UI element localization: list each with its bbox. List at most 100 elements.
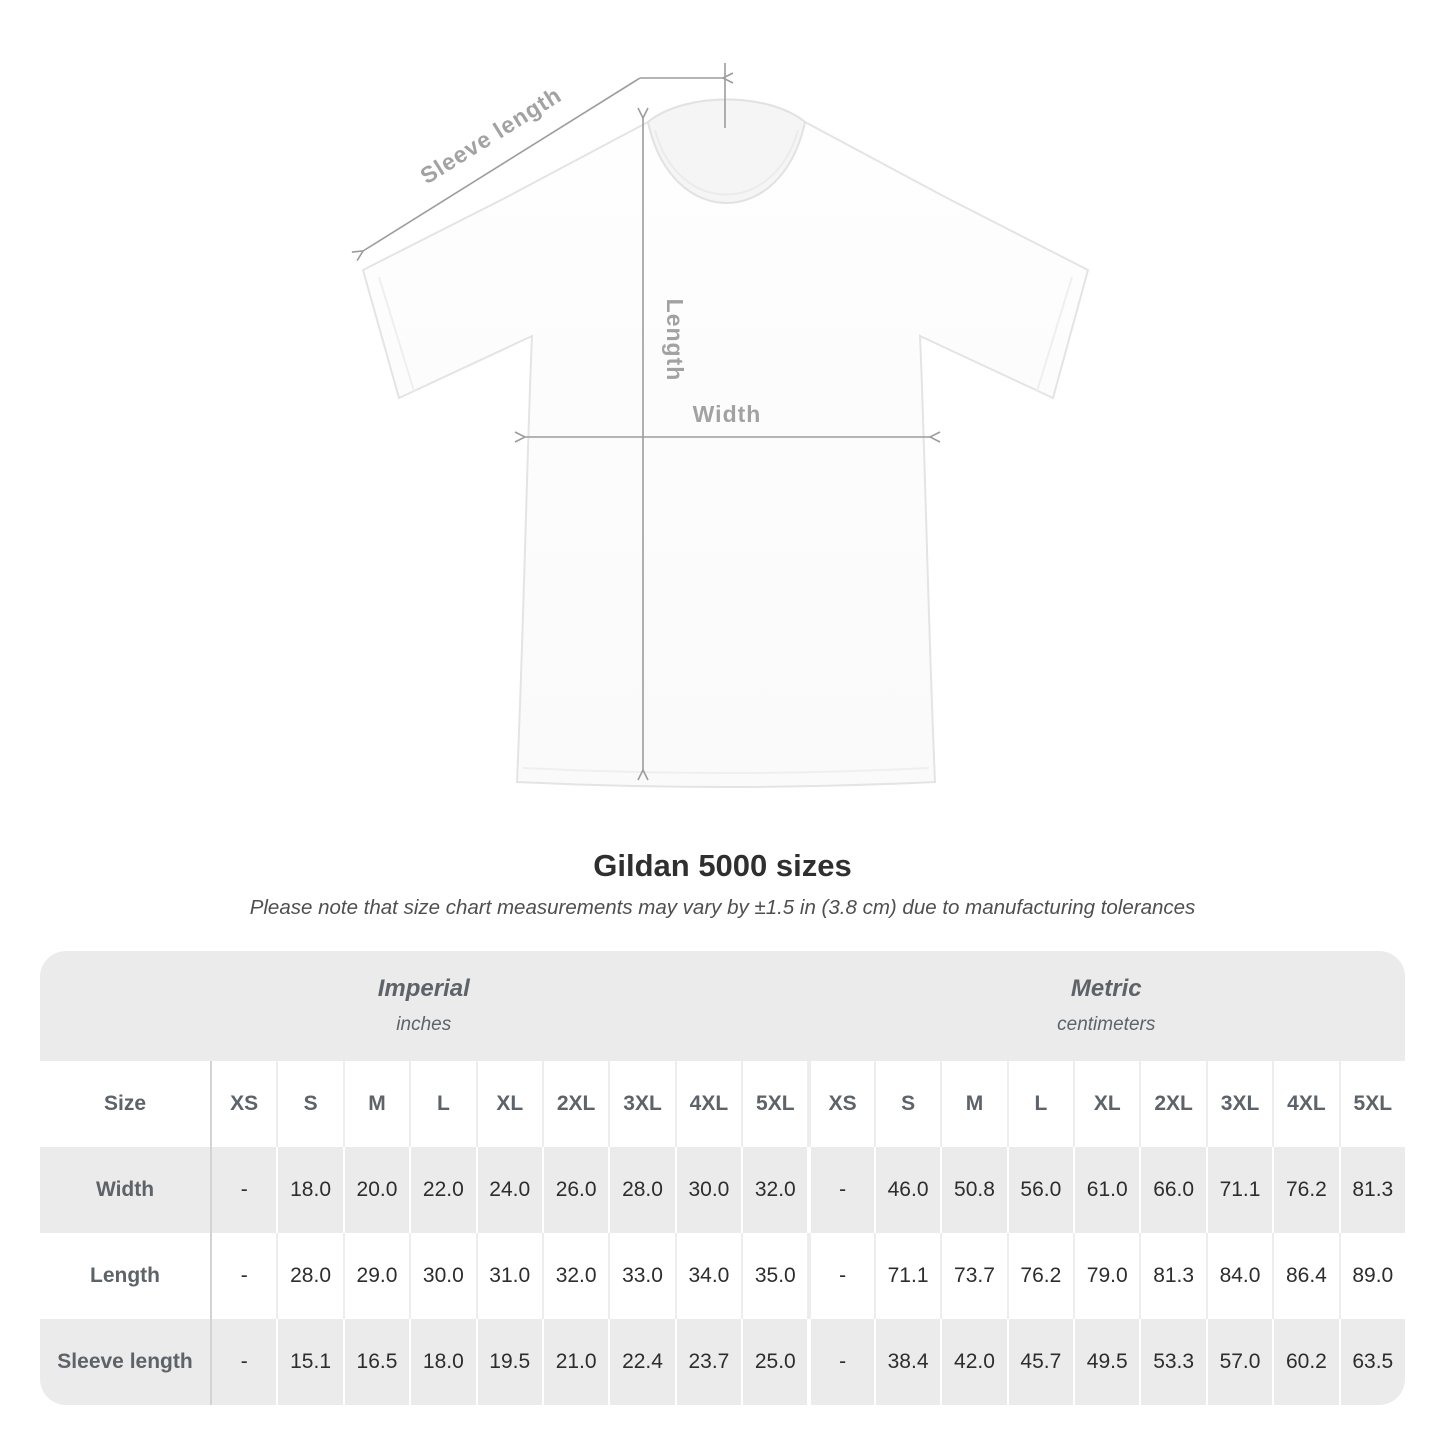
value-cell: 45.7: [1006, 1319, 1073, 1405]
value-cell: 35.0: [741, 1233, 807, 1319]
unit-group-metric: Metric centimeters: [808, 951, 1406, 1061]
value-cell: 71.1: [1205, 1147, 1272, 1233]
size-header-cell: 4XL: [674, 1061, 741, 1147]
value-cell: -: [807, 1233, 873, 1319]
value-cell: 61.0: [1073, 1147, 1139, 1233]
value-cell: 46.0: [873, 1147, 940, 1233]
unit-header-band: Imperial inches Metric centimeters: [40, 951, 1405, 1061]
size-header-row: Size XS S M L XL 2XL 3XL 4XL 5XL XS S M L XL 2XL 3XL 4XL 5…: [40, 1061, 1405, 1147]
size-header-cell: 3XL: [1205, 1061, 1272, 1147]
size-header-cell: 2XL: [1139, 1061, 1205, 1147]
metric-label: Metric: [1070, 975, 1142, 1002]
value-cell: 71.1: [873, 1233, 940, 1319]
size-header-cell: L: [1006, 1061, 1073, 1147]
value-cell: 38.4: [873, 1319, 940, 1405]
sleeve-dimension-diagonal: [363, 77, 641, 251]
size-header-cell: XL: [475, 1061, 542, 1147]
value-cell: 81.3: [1338, 1147, 1405, 1233]
value-cell: 15.1: [276, 1319, 342, 1405]
value-cell: 34.0: [674, 1233, 741, 1319]
value-cell: -: [210, 1233, 276, 1319]
table-row: Width -18.0 20.0 22.0 24.0 26.0 28.0 30.0 32.0-4…: [40, 1147, 1405, 1233]
value-cell: 73.7: [940, 1233, 1006, 1319]
unit-group-imperial: Imperial inches: [40, 951, 808, 1061]
value-cell: -: [807, 1147, 873, 1233]
value-cell: 84.0: [1205, 1233, 1272, 1319]
imperial-label: Imperial: [377, 975, 470, 1002]
value-cell: 30.0: [409, 1233, 475, 1319]
width-label: Width: [693, 401, 762, 427]
size-header-cell: XS: [807, 1061, 873, 1147]
tolerance-note: Please note that size chart measurements…: [249, 896, 1196, 919]
right-sleeve-hem: [1036, 276, 1073, 392]
value-cell: 76.2: [1272, 1147, 1338, 1233]
value-cell: 19.5: [475, 1319, 542, 1405]
left-sleeve-hem: [378, 276, 415, 392]
tshirt-diagram: Sleeve length Length Width: [345, 30, 1105, 810]
value-cell: 60.2: [1272, 1319, 1338, 1405]
collar-opening: [646, 98, 807, 204]
value-cell: -: [807, 1319, 873, 1405]
value-cell: 56.0: [1006, 1147, 1073, 1233]
size-header-cell: XL: [1073, 1061, 1139, 1147]
row-label: Width: [95, 1178, 155, 1201]
size-header-cell: 4XL: [1272, 1061, 1338, 1147]
value-cell: 22.4: [608, 1319, 674, 1405]
value-cell: 66.0: [1139, 1147, 1205, 1233]
size-header-cell: S: [873, 1061, 940, 1147]
value-cell: 24.0: [475, 1147, 542, 1233]
value-cell: 32.0: [741, 1147, 807, 1233]
value-cell: 28.0: [608, 1147, 674, 1233]
value-cell: 49.5: [1073, 1319, 1139, 1405]
collar-ribbing: [654, 129, 799, 196]
table-row: Length -28.0 29.0 30.0 31.0 32.0 33.0 34.0 35.0-…: [40, 1233, 1405, 1319]
value-cell: 28.0: [276, 1233, 342, 1319]
value-cell: 42.0: [940, 1319, 1006, 1405]
size-header-cell: S: [276, 1061, 342, 1147]
value-cell: 89.0: [1338, 1233, 1405, 1319]
value-cell: 25.0: [741, 1319, 807, 1405]
imperial-unit-label: inches: [396, 1014, 452, 1035]
size-table: Imperial inches Metric centimeters Size X…: [40, 951, 1405, 1405]
size-header-cell: L: [409, 1061, 475, 1147]
size-header-cell: 3XL: [608, 1061, 674, 1147]
value-cell: 79.0: [1073, 1233, 1139, 1319]
size-header-cell: 2XL: [541, 1061, 608, 1147]
value-cell: 81.3: [1139, 1233, 1205, 1319]
size-header-cell: XS: [210, 1061, 276, 1147]
table-row: Sleeve length -15.1 16.5 18.0 19.5 21.0 22.4 23…: [40, 1319, 1405, 1405]
value-cell: 26.0: [541, 1147, 608, 1233]
size-table-body: Size XS S M L XL 2XL 3XL 4XL 5XL XS S M L XL 2XL 3XL 4XL 5…: [40, 1061, 1405, 1405]
value-cell: 32.0: [541, 1233, 608, 1319]
size-header-cell: 5XL: [741, 1061, 807, 1147]
row-label: Sleeve length: [57, 1350, 193, 1373]
metric-unit-label: centimeters: [1057, 1014, 1156, 1035]
value-cell: 76.2: [1006, 1233, 1073, 1319]
size-header-cell: M: [342, 1061, 409, 1147]
value-cell: 21.0: [541, 1319, 608, 1405]
value-cell: 18.0: [276, 1147, 342, 1233]
value-cell: 20.0: [342, 1147, 409, 1233]
row-label: Length: [90, 1264, 160, 1287]
value-cell: -: [210, 1319, 276, 1405]
value-cell: 31.0: [475, 1233, 542, 1319]
value-cell: 22.0: [409, 1147, 475, 1233]
size-header-cell: M: [940, 1061, 1006, 1147]
tshirt-svg: Sleeve length Length Width: [345, 63, 1090, 788]
value-cell: 30.0: [674, 1147, 741, 1233]
value-cell: 18.0: [409, 1319, 475, 1405]
value-cell: 29.0: [342, 1233, 409, 1319]
value-cell: 86.4: [1272, 1233, 1338, 1319]
value-cell: 63.5: [1338, 1319, 1405, 1405]
value-cell: 33.0: [608, 1233, 674, 1319]
value-cell: 23.7: [674, 1319, 741, 1405]
size-header-cell: 5XL: [1338, 1061, 1405, 1147]
size-column-header: Size: [103, 1092, 147, 1115]
bottom-hem: [522, 767, 930, 774]
value-cell: 16.5: [342, 1319, 409, 1405]
value-cell: -: [210, 1147, 276, 1233]
sleeve-length-label: Sleeve length: [415, 81, 566, 189]
length-label: Length: [662, 299, 688, 382]
value-cell: 50.8: [940, 1147, 1006, 1233]
